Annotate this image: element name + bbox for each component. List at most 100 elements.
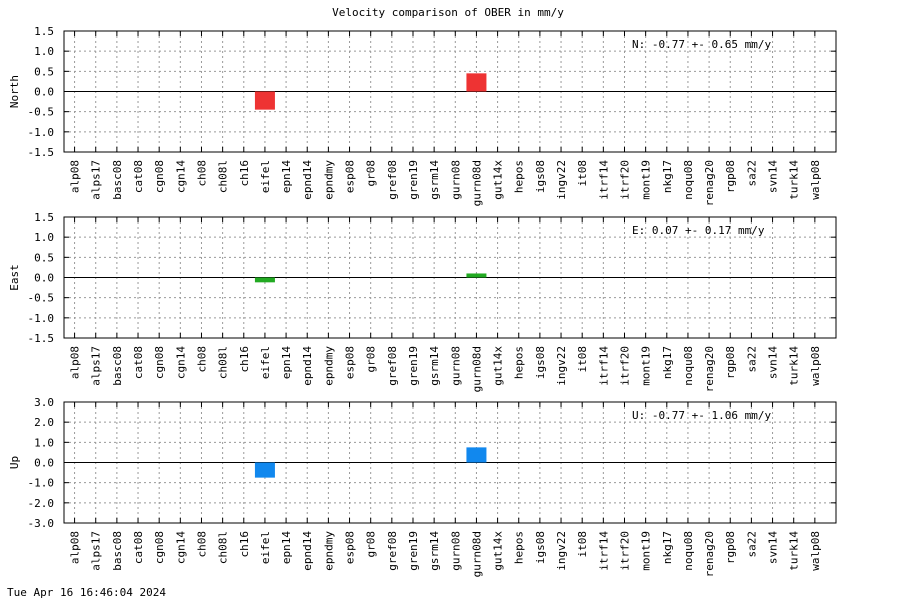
xtick-label: alp08 (69, 160, 82, 193)
panel-north: 1.5 1.0 0.5 0.0 -0.5 -1.0 -1.5 alp08 alps17 basc0… (8, 25, 837, 206)
bar-gurn08d (466, 273, 487, 278)
xtick-label: cgn08 (153, 346, 166, 379)
xtick-label: epndmy (322, 346, 335, 386)
xtick-label: basc08 (111, 531, 124, 571)
ytick-label: 1.0 (34, 45, 54, 58)
xtick-label: rgp08 (724, 160, 737, 193)
ytick-label: 0.5 (34, 65, 54, 78)
ytick-label: 1.0 (34, 436, 54, 449)
xtick-label: ch08l (217, 160, 230, 193)
xtick-label: cgn14 (174, 346, 187, 379)
bar-eifel (254, 91, 275, 110)
xtick-label: ch08l (217, 346, 230, 379)
xtick-label: mont19 (640, 346, 653, 386)
ytick-label: -3.0 (28, 517, 55, 530)
xtick-label: nkg17 (661, 346, 674, 379)
xtick-label: noqu08 (682, 346, 695, 386)
bar-eifel (254, 277, 275, 283)
xtick-label: cgn14 (174, 160, 187, 193)
xtick-label: itrf14 (597, 531, 610, 571)
plot-frame (63, 401, 837, 524)
xtick-label: esp08 (344, 531, 357, 564)
xtick-label: alps17 (90, 346, 103, 386)
panel-annotation: N: -0.77 +- 0.65 mm/y (632, 38, 771, 51)
bar-gurn08d (466, 73, 487, 92)
xtick-label: turk14 (788, 531, 801, 571)
xtick-label: itrf20 (618, 346, 631, 386)
xtick-label: walp08 (809, 160, 822, 200)
xtick-label: itrf20 (618, 531, 631, 571)
xtick-label: sa22 (745, 346, 758, 373)
xtick-label: nkg17 (661, 160, 674, 193)
ytick-label: 2.0 (34, 416, 54, 429)
bar-eifel (254, 462, 275, 478)
ylabel: North (8, 75, 21, 108)
ytick-label: 0.0 (34, 272, 54, 285)
xtick-label: epnd14 (301, 160, 314, 200)
xtick-label: renag20 (703, 160, 716, 206)
xtick-label: eifel (259, 531, 272, 564)
ytick-label: 1.5 (34, 211, 54, 224)
xtick-label: gren19 (407, 160, 420, 200)
xtick-label: cgn08 (153, 160, 166, 193)
xtick-label: rgp08 (724, 346, 737, 379)
xtick-label: turk14 (788, 346, 801, 386)
xtick-label: epndmy (322, 160, 335, 200)
ytick-label: -1.0 (28, 126, 55, 139)
xtick-label: gr08 (365, 346, 378, 373)
xtick-label: hepos (513, 346, 526, 379)
panel-annotation: U: -0.77 +- 1.06 mm/y (632, 409, 771, 422)
xtick-label: igs08 (534, 346, 547, 379)
xtick-label: cgn08 (153, 531, 166, 564)
xtick-label: it08 (576, 160, 589, 187)
ytick-label: 1.0 (34, 231, 54, 244)
xtick-label: itrf14 (597, 346, 610, 386)
xtick-label: gsrm14 (428, 160, 441, 200)
xtick-label: nkg17 (661, 531, 674, 564)
xtick-label: noqu08 (682, 531, 695, 571)
xtick-label: cat08 (132, 531, 145, 564)
xtick-label: it08 (576, 531, 589, 558)
panel-east: 1.5 1.0 0.5 0.0 -0.5 -1.0 -1.5 alp08 alps17 basc0… (8, 211, 837, 392)
xtick-label: it08 (576, 346, 589, 373)
xtick-label: epndmy (322, 531, 335, 571)
xtick-label: ch16 (238, 346, 251, 373)
xtick-label: ingv22 (555, 531, 568, 571)
xtick-label: gref08 (386, 531, 399, 571)
xtick-label: alp08 (69, 531, 82, 564)
xtick-label: ch08l (217, 531, 230, 564)
xtick-label: gsrm14 (428, 346, 441, 386)
xtick-label: cat08 (132, 346, 145, 379)
xtick-label: ch16 (238, 531, 251, 558)
xtick-label: ingv22 (555, 160, 568, 200)
ytick-label: -0.5 (28, 106, 55, 119)
xtick-label: gut14x (492, 346, 505, 386)
xtick-label: mont19 (640, 531, 653, 571)
xtick-label: ch08 (195, 160, 208, 187)
xtick-label: svn14 (767, 531, 780, 564)
xtick-label: gren19 (407, 346, 420, 386)
xtick-label: renag20 (703, 346, 716, 392)
xtick-label: igs08 (534, 160, 547, 193)
xtick-label: gref08 (386, 346, 399, 386)
xtick-label: walp08 (809, 346, 822, 386)
xtick-label: ch16 (238, 160, 251, 187)
ytick-label: -1.5 (28, 332, 55, 345)
ylabel: East (8, 264, 21, 291)
ytick-label: -1.0 (28, 312, 55, 325)
xtick-label: renag20 (703, 531, 716, 577)
ytick-label: 1.5 (34, 25, 54, 38)
xtick-label: gurn08d (470, 346, 483, 392)
xtick-label: basc08 (111, 346, 124, 386)
xtick-label: sa22 (745, 160, 758, 187)
xtick-label: eifel (259, 346, 272, 379)
ytick-label: -1.5 (28, 146, 55, 159)
xtick-label: alp08 (69, 346, 82, 379)
plot-frame (63, 216, 837, 339)
xtick-label: esp08 (344, 160, 357, 193)
xtick-label: epn14 (280, 531, 293, 564)
xtick-label: gurn08 (449, 160, 462, 200)
panel-up: 3.0 2.0 1.0 0.0 -1.0 -2.0 -3.0 alp08 alps17 basc0… (8, 396, 837, 577)
xtick-label: epnd14 (301, 531, 314, 571)
